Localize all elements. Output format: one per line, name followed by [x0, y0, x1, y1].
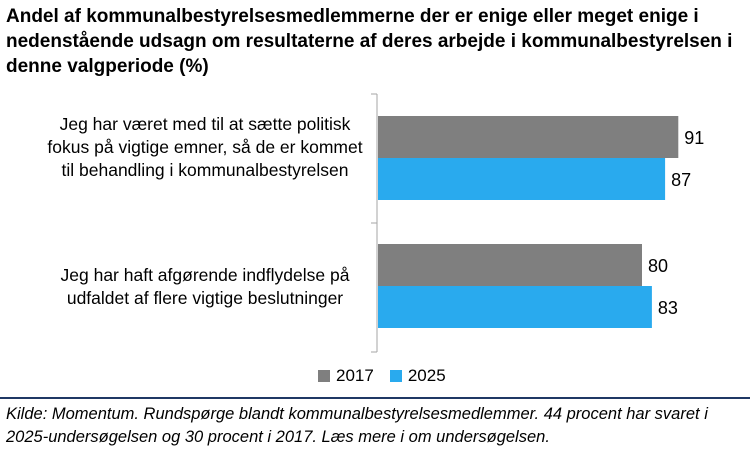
data-label-2017-category-1: 80	[648, 256, 668, 276]
bar-2017-category-0	[378, 116, 679, 158]
legend-swatch-2017	[318, 370, 330, 382]
category-label-political-focus: Jeg har været med til at sætte politisk …	[47, 114, 363, 180]
legend-item-2025: 2025	[389, 366, 446, 386]
bar-2025-category-0	[378, 158, 666, 200]
footer-divider	[0, 397, 750, 399]
category-label-decisive-influence: Jeg har haft afgørende indflydelse på ud…	[60, 265, 350, 308]
bar-2017-category-1	[378, 244, 642, 286]
legend-item-2017: 2017	[318, 366, 374, 386]
data-label-2025-category-1: 83	[658, 298, 678, 318]
chart-title: Andel af kommunalbestyrelsesmedlemmerne …	[6, 6, 733, 77]
source-note: Kilde: Momentum. Rundspørge blandt kommu…	[6, 405, 708, 446]
legend-label-2025: 2025	[407, 366, 446, 385]
legend-swatch-2025	[389, 370, 402, 382]
data-label-2017-category-0: 91	[684, 128, 704, 148]
legend: 2017 2025	[318, 366, 462, 386]
bar-2025-category-1	[378, 286, 652, 328]
data-label-2025-category-0: 87	[671, 170, 691, 190]
legend-label-2017: 2017	[336, 366, 374, 385]
